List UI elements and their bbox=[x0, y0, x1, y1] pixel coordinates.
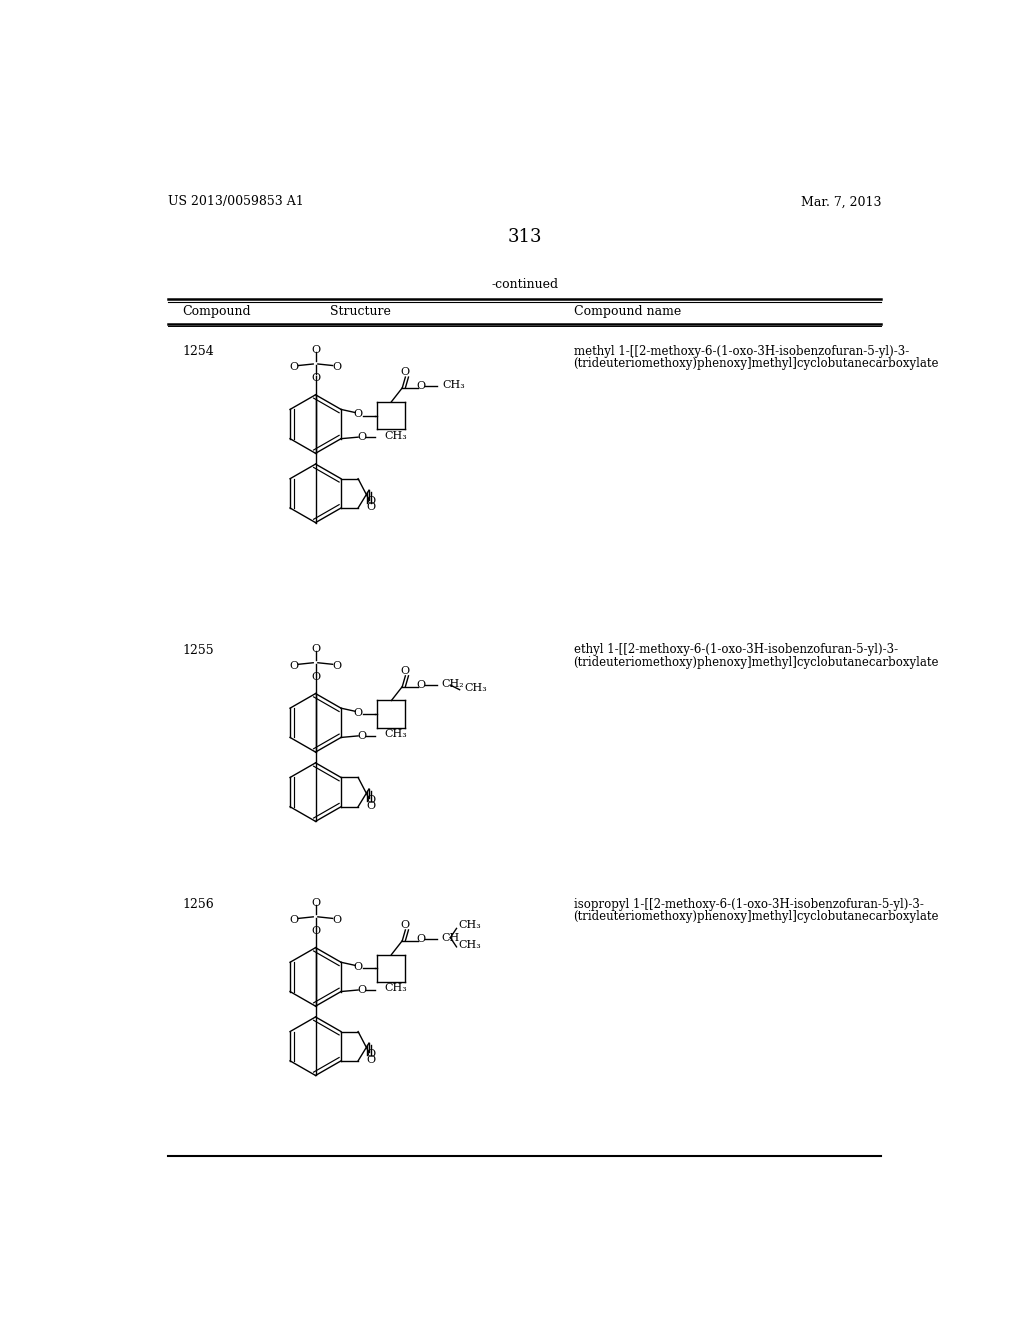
Text: 313: 313 bbox=[508, 227, 542, 246]
Text: O: O bbox=[333, 661, 342, 671]
Text: O: O bbox=[311, 898, 321, 908]
Text: O: O bbox=[357, 731, 367, 741]
Text: O: O bbox=[311, 672, 321, 681]
Text: (trideuteriomethoxy)phenoxy]methyl]cyclobutanecarboxylate: (trideuteriomethoxy)phenoxy]methyl]cyclo… bbox=[573, 656, 939, 669]
Text: O: O bbox=[311, 925, 321, 936]
Text: O: O bbox=[353, 708, 362, 718]
Text: O: O bbox=[353, 409, 362, 418]
Text: O: O bbox=[290, 915, 298, 925]
Text: Compound: Compound bbox=[182, 305, 251, 318]
Text: CH₃: CH₃ bbox=[442, 380, 465, 389]
Text: O: O bbox=[311, 372, 321, 383]
Text: CH₃: CH₃ bbox=[384, 983, 408, 994]
Text: O: O bbox=[357, 432, 367, 442]
Text: CH₃: CH₃ bbox=[384, 430, 408, 441]
Text: O: O bbox=[290, 661, 298, 671]
Text: Compound name: Compound name bbox=[573, 305, 681, 318]
Text: O: O bbox=[366, 1055, 375, 1065]
Text: O: O bbox=[357, 985, 367, 995]
Text: 1255: 1255 bbox=[182, 644, 214, 656]
Text: O: O bbox=[417, 381, 425, 391]
Text: -continued: -continued bbox=[492, 277, 558, 290]
Text: O: O bbox=[400, 667, 410, 676]
Text: isopropyl 1-[[2-methoxy-6-(1-oxo-3H-isobenzofuran-5-yl)-3-: isopropyl 1-[[2-methoxy-6-(1-oxo-3H-isob… bbox=[573, 898, 924, 911]
Text: methyl 1-[[2-methoxy-6-(1-oxo-3H-isobenzofuran-5-yl)-3-: methyl 1-[[2-methoxy-6-(1-oxo-3H-isobenz… bbox=[573, 345, 909, 358]
Text: O: O bbox=[400, 920, 410, 931]
Text: O: O bbox=[366, 496, 375, 506]
Text: CH: CH bbox=[441, 933, 460, 942]
Text: O: O bbox=[333, 915, 342, 925]
Text: O: O bbox=[417, 935, 425, 944]
Text: O: O bbox=[366, 1049, 375, 1059]
Text: ethyl 1-[[2-methoxy-6-(1-oxo-3H-isobenzofuran-5-yl)-3-: ethyl 1-[[2-methoxy-6-(1-oxo-3H-isobenzo… bbox=[573, 644, 898, 656]
Text: 1254: 1254 bbox=[182, 345, 214, 358]
Text: Mar. 7, 2013: Mar. 7, 2013 bbox=[801, 195, 882, 209]
Text: O: O bbox=[366, 801, 375, 810]
Text: Structure: Structure bbox=[330, 305, 391, 318]
Text: CH₂: CH₂ bbox=[441, 678, 464, 689]
Text: O: O bbox=[353, 962, 362, 972]
Text: CH₃: CH₃ bbox=[459, 920, 481, 931]
Text: CH₃: CH₃ bbox=[459, 940, 481, 950]
Text: O: O bbox=[400, 367, 410, 378]
Text: O: O bbox=[366, 795, 375, 805]
Text: US 2013/0059853 A1: US 2013/0059853 A1 bbox=[168, 195, 304, 209]
Text: O: O bbox=[417, 680, 425, 690]
Text: 1256: 1256 bbox=[182, 898, 214, 911]
Text: CH₃: CH₃ bbox=[464, 684, 487, 693]
Text: O: O bbox=[290, 362, 298, 372]
Text: (trideuteriomethoxy)phenoxy]methyl]cyclobutanecarboxylate: (trideuteriomethoxy)phenoxy]methyl]cyclo… bbox=[573, 358, 939, 370]
Text: O: O bbox=[311, 345, 321, 355]
Text: (trideuteriomethoxy)phenoxy]methyl]cyclobutanecarboxylate: (trideuteriomethoxy)phenoxy]methyl]cyclo… bbox=[573, 909, 939, 923]
Text: O: O bbox=[333, 362, 342, 372]
Text: O: O bbox=[311, 644, 321, 653]
Text: CH₃: CH₃ bbox=[384, 730, 408, 739]
Text: O: O bbox=[366, 502, 375, 512]
